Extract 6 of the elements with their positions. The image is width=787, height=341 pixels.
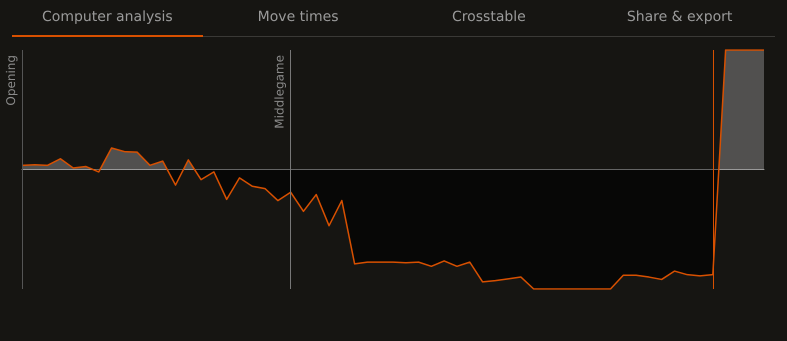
annotation: Middlegame xyxy=(272,55,287,129)
text: Share & export xyxy=(626,9,732,25)
text: Computer analysis xyxy=(42,9,173,25)
text: Move times xyxy=(258,9,339,25)
text: Opening xyxy=(4,55,18,106)
text: Crosstable xyxy=(452,9,526,25)
